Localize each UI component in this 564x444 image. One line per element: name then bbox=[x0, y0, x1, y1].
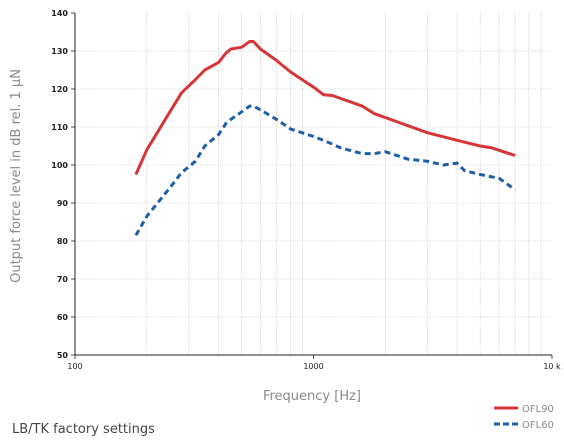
series-line-ofl60 bbox=[134, 104, 516, 237]
y-tick-label: 100 bbox=[51, 161, 68, 170]
x-axis-ticks: 100 1000 10 k bbox=[67, 355, 561, 371]
series-line-ofl90 bbox=[134, 40, 516, 176]
legend-label-ofl90: OFL90 bbox=[522, 404, 554, 415]
y-tick-label: 50 bbox=[57, 351, 69, 360]
y-axis-ticks: 50 60 70 80 90 100 110 120 130 140 bbox=[51, 9, 75, 360]
legend: OFL90 OFL60 bbox=[494, 404, 554, 431]
y-tick-label: 140 bbox=[51, 9, 68, 18]
y-tick-label: 110 bbox=[51, 123, 68, 132]
x-axis-label: Frequency [Hz] bbox=[263, 389, 361, 404]
y-tick-label: 90 bbox=[57, 199, 69, 208]
grid bbox=[74, 13, 552, 356]
y-axis-label: Output force level in dB rel. 1 µN bbox=[9, 69, 24, 283]
footnote: LB/TK factory settings bbox=[12, 422, 155, 437]
x-tick-label: 10 k bbox=[543, 362, 561, 371]
x-tick-label: 1000 bbox=[303, 362, 323, 371]
y-tick-label: 70 bbox=[57, 275, 69, 284]
y-tick-label: 60 bbox=[57, 313, 69, 322]
legend-label-ofl60: OFL60 bbox=[522, 420, 554, 431]
x-tick-label: 100 bbox=[67, 362, 82, 371]
y-tick-label: 130 bbox=[51, 47, 68, 56]
y-tick-label: 80 bbox=[57, 237, 69, 246]
series-lines bbox=[134, 40, 516, 237]
y-tick-label: 120 bbox=[51, 85, 68, 94]
